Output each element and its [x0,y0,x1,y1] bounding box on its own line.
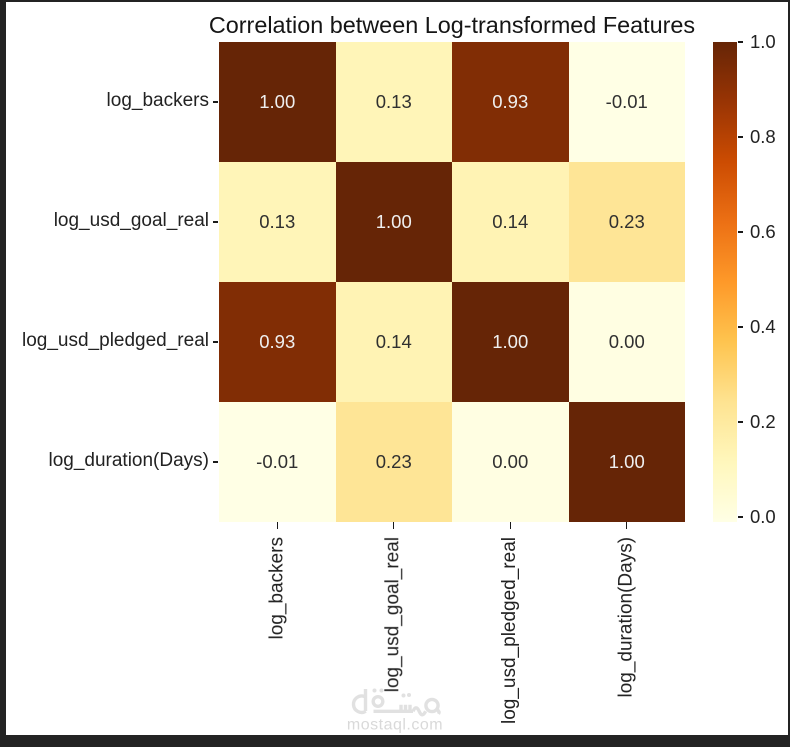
svg-text:mostaql.com: mostaql.com [347,717,443,734]
